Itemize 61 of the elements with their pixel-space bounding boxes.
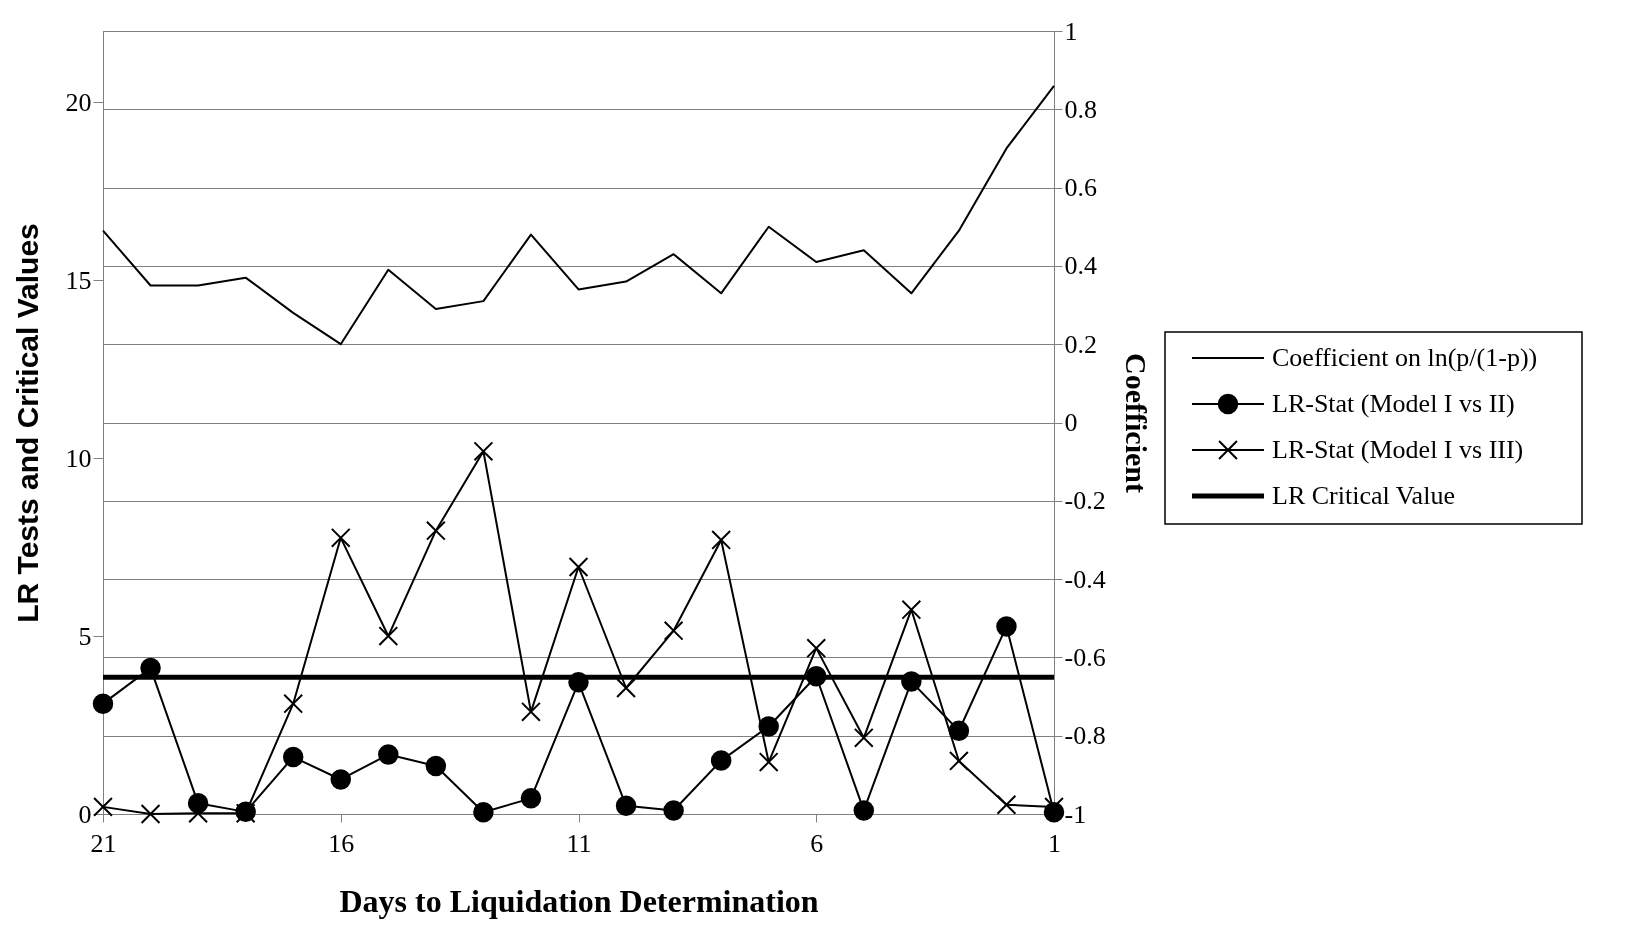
- y2-tick-label: 0.8: [1064, 94, 1097, 124]
- y2-tick-label: -0.4: [1064, 564, 1106, 594]
- x-axis-title: Days to Liquidation Determination: [339, 882, 819, 919]
- point: [92, 693, 114, 714]
- legend-label: LR Critical Value: [1272, 481, 1455, 510]
- point: [711, 530, 732, 550]
- y-axis-title: LR Tests and Critical Values: [10, 223, 44, 623]
- y2-tick-label: -0.2: [1064, 486, 1106, 516]
- legend-label: LR-Stat (Model I vs II): [1272, 389, 1515, 418]
- point: [140, 804, 161, 824]
- point: [568, 557, 589, 577]
- y-tick-label: 20: [65, 87, 92, 117]
- point: [188, 803, 209, 824]
- x-tick-label: 6: [810, 828, 824, 858]
- y-tick-label: 0: [78, 799, 92, 829]
- point: [853, 800, 875, 821]
- point: [93, 796, 113, 817]
- y-tick-label: 15: [65, 265, 92, 295]
- x-tick-label: 16: [328, 828, 355, 858]
- point: [663, 800, 684, 821]
- point: [330, 769, 351, 790]
- point: [901, 599, 922, 620]
- y2-tick-label: -1: [1064, 799, 1087, 829]
- y2-tick-label: -0.8: [1064, 721, 1106, 751]
- point: [521, 701, 541, 722]
- y-tick-label: 5: [78, 621, 92, 651]
- y2-tick-label: 0.2: [1064, 329, 1097, 359]
- point: [425, 755, 447, 777]
- x-tick-label: 21: [90, 828, 117, 858]
- point: [710, 750, 732, 771]
- point: [378, 626, 399, 646]
- point: [520, 788, 542, 809]
- y2-axis-title: Coefficient: [1119, 353, 1153, 493]
- point: [615, 795, 637, 817]
- point: [948, 720, 970, 741]
- x-tick-label: 1: [1048, 828, 1061, 858]
- point: [758, 752, 779, 772]
- x-tick-label: 11: [566, 828, 592, 858]
- point: [996, 794, 1017, 815]
- point: [996, 616, 1017, 637]
- point: [330, 527, 351, 548]
- y2-tick-label: 0.6: [1064, 173, 1097, 203]
- point: [948, 751, 969, 771]
- point: [663, 620, 684, 641]
- y-tick-label: 10: [65, 443, 92, 473]
- point: [378, 744, 399, 765]
- point: [473, 441, 494, 462]
- point: [425, 520, 446, 541]
- y2-tick-label: -0.6: [1064, 642, 1106, 672]
- point: [1044, 796, 1064, 817]
- point: [473, 801, 494, 823]
- point: [283, 693, 304, 714]
- legend-label: Coefficient on ln(p/(1-p)): [1272, 343, 1538, 372]
- point: [282, 746, 304, 768]
- legend-label: LR-Stat (Model I vs III): [1272, 435, 1524, 464]
- point: [853, 727, 874, 748]
- y2-tick-label: 0.4: [1064, 251, 1097, 281]
- point: [616, 678, 636, 698]
- point: [806, 638, 827, 659]
- y2-tick-label: 0: [1064, 408, 1078, 437]
- y2-tick-label: 1: [1064, 16, 1078, 46]
